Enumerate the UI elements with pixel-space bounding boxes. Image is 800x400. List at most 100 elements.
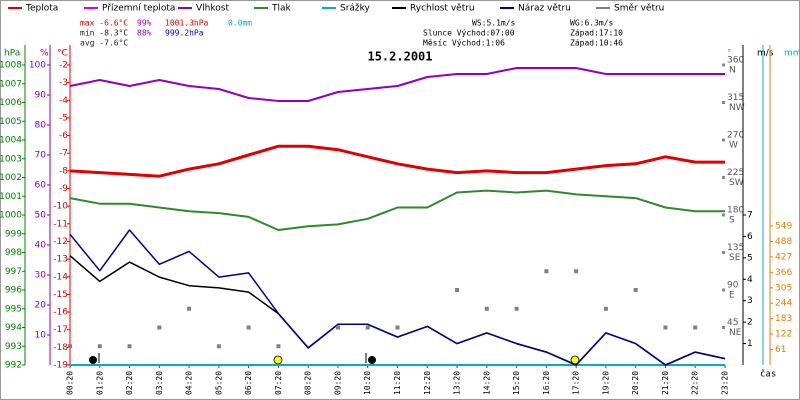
y-tick-label: 366 (775, 268, 792, 278)
y-tick-label: 993 (5, 342, 22, 352)
direction-marker (484, 306, 489, 311)
y-tick-label: -12 (53, 237, 68, 247)
y-tick-label: 90 (35, 91, 47, 101)
y-tick-label: 995 (5, 304, 22, 314)
direction-marker (693, 325, 698, 330)
y-tick-label: 1007 (0, 79, 22, 89)
direction-marker (246, 325, 251, 330)
stat-text: min -8.3°C (80, 29, 128, 38)
y-tick-label: 1000 (0, 211, 22, 221)
tick-mark (722, 63, 725, 67)
axis-unit: mm (784, 49, 800, 59)
axis-unit: hPa (4, 49, 20, 59)
series-line (69, 189, 725, 231)
y-tick-label: 996 (5, 286, 22, 296)
tick-mark (722, 326, 725, 329)
y-tick-label: -18 (53, 343, 68, 353)
tick-mark (722, 138, 725, 142)
compass-label: E (729, 291, 735, 301)
stat-text: 0.0mm (228, 19, 252, 28)
y-tick-label: 90 (727, 281, 739, 291)
stat-text: 1001.3hPa (165, 19, 209, 28)
direction-marker (97, 344, 102, 349)
legend-label: Rychlost větru (410, 4, 475, 14)
x-tick-label: 02:20 (125, 371, 134, 395)
moon-rise-icon (89, 356, 97, 364)
y-tick-label: 549 (775, 222, 792, 232)
y-tick-label: 180 (727, 206, 744, 216)
info-text: Slunce Východ:07:00 (423, 29, 515, 38)
legend-label: Směr větru (614, 4, 664, 14)
y-tick-label: -3 (59, 78, 68, 88)
x-axis-label: čas (760, 369, 776, 380)
y-tick-label: -9 (59, 184, 68, 194)
y-tick-label: 5 (747, 253, 753, 263)
legend-label: Přízemní teplota (102, 4, 175, 14)
y-tick-label: 183 (775, 314, 792, 324)
compass-label: N (729, 66, 736, 76)
y-tick-label: 30 (35, 271, 47, 281)
y-tick-label: 80 (35, 121, 47, 131)
y-tick-label: 2 (747, 318, 753, 328)
y-tick-label: 270 (727, 131, 744, 141)
y-tick-label: 4 (747, 275, 753, 285)
legend-label: Tlak (271, 4, 292, 14)
tick-mark (722, 101, 725, 104)
direction-marker (633, 288, 638, 292)
y-tick-label: 122 (775, 330, 792, 340)
y-tick-label: 315 (727, 93, 744, 103)
x-tick-label: 14:20 (482, 371, 491, 395)
y-tick-label: 999 (5, 229, 22, 239)
legend-label: Srážky (340, 4, 371, 14)
y-tick-label: 7 (747, 211, 753, 221)
series-line (69, 229, 726, 366)
direction-marker (574, 269, 579, 274)
y-tick-label: -11 (53, 219, 68, 229)
tick-mark (722, 213, 725, 217)
direction-marker (395, 325, 400, 330)
direction-marker (544, 269, 549, 274)
compass-label: NE (729, 328, 742, 338)
x-tick-label: 15:20 (512, 371, 521, 395)
direction-marker (365, 325, 370, 330)
sunrise-icon (273, 355, 283, 365)
y-tick-label: 305 (775, 283, 792, 293)
y-tick-label: -13 (53, 255, 68, 265)
y-tick-label: -7 (59, 149, 68, 159)
info-text: WS:5.1m/s (472, 19, 516, 28)
x-tick-label: 12:20 (423, 371, 432, 395)
y-tick-label: 50 (35, 211, 47, 221)
direction-marker (514, 306, 519, 311)
stat-text: 99% (137, 19, 152, 28)
direction-marker (127, 344, 132, 349)
y-tick-label: -14 (53, 272, 68, 282)
y-tick-label: 225 (727, 168, 744, 178)
direction-marker (276, 344, 281, 349)
series-line (69, 144, 725, 178)
y-tick-label: 6 (747, 232, 753, 242)
y-tick-label: -6 (59, 131, 68, 141)
y-tick-label: 1 (747, 339, 753, 349)
chart-title: 15.2.2001 (367, 50, 432, 64)
stat-text: 88% (137, 29, 152, 38)
info-text: Západ:10:46 (570, 39, 623, 48)
x-tick-label: 22:20 (691, 371, 700, 395)
x-tick-label: 10:20 (363, 371, 372, 395)
axis-unit: °C (57, 49, 68, 59)
y-tick-label: 1008 (0, 61, 22, 71)
y-tick-label: 70 (35, 151, 47, 161)
y-tick-label: 45 (727, 318, 738, 328)
stat-text: 999.2hPa (165, 29, 204, 38)
y-tick-label: -8 (59, 166, 68, 176)
tick-mark (722, 176, 725, 179)
y-tick-label: 994 (5, 323, 22, 333)
x-tick-label: 19:20 (601, 371, 610, 395)
direction-marker (603, 306, 608, 311)
y-tick-label: 1002 (0, 173, 22, 183)
y-tick-label: 1006 (0, 98, 22, 108)
compass-label: S (729, 216, 735, 226)
compass-label: W (729, 141, 738, 151)
